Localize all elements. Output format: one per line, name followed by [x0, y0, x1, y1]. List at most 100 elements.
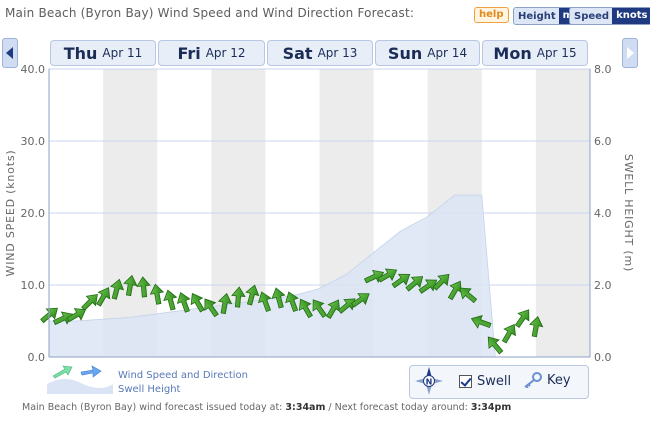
wind-arrow-shape — [377, 268, 398, 283]
wind-arrow-shape — [245, 284, 260, 306]
chart-title: Main Beach (Byron Bay) Wind Speed and Wi… — [5, 6, 414, 20]
wind-arrow-shape — [271, 287, 286, 309]
wind-arrow-shape — [217, 292, 233, 315]
wind-arrow-shape — [405, 276, 424, 292]
wind-arrow-shape — [123, 274, 138, 297]
wind-chart: 0.0 10.0 20.0 30.0 40.0 0.0 2.0 4.0 6.0 8.0 WIND S… — [4, 63, 635, 364]
chevron-right-icon — [627, 47, 634, 59]
tab-day: Thu — [63, 43, 98, 63]
wind-arrow-shape — [470, 315, 492, 329]
wind-arrow — [136, 276, 151, 298]
swell-toggle-label: Swell — [477, 374, 512, 389]
wind-arrow-shape — [447, 280, 462, 301]
tab-date: Apr 14 — [427, 46, 468, 60]
y-tick-label: 20.0 — [21, 207, 46, 220]
tab-sat[interactable]: Sat Apr 13 — [267, 40, 373, 66]
legend-icons — [47, 365, 113, 394]
wind-arrow — [405, 276, 424, 292]
wind-arrow — [377, 268, 398, 283]
wind-arrow — [81, 294, 98, 311]
title-text: Main Beach (Byron Bay) Wind Speed and Wi… — [5, 6, 415, 20]
wind-arrow — [298, 298, 313, 319]
tab-day: Sat — [282, 43, 313, 63]
y2-tick-label: 4.0 — [594, 207, 612, 220]
y2-tick-label: 0.0 — [594, 351, 612, 364]
help-button[interactable]: help — [474, 7, 509, 23]
wind-arrow — [312, 299, 328, 318]
wind-arrow-shape — [163, 289, 178, 311]
axes: 0.0 10.0 20.0 30.0 40.0 0.0 2.0 4.0 6.0 8.0 WIND S… — [4, 63, 635, 364]
compass-letter: N — [426, 378, 433, 387]
wind-arrow-shape — [81, 294, 98, 311]
wind-arrow — [459, 287, 478, 304]
wind-arrow-shape — [326, 299, 341, 319]
speed-unit-toggle[interactable]: Speed knots — [569, 7, 650, 25]
tab-day: Sun — [387, 43, 423, 63]
wind-arrow — [245, 284, 260, 306]
wind-arrow — [163, 289, 178, 311]
y-tick-label: 30.0 — [21, 135, 46, 148]
key-button[interactable]: Key — [523, 372, 571, 388]
tab-day: Fri — [177, 43, 201, 63]
wind-arrow-shape — [298, 298, 313, 319]
wind-arrow — [123, 274, 138, 297]
footer-middle: / Next forecast today around: — [328, 402, 468, 413]
wind-arrow-shape — [529, 315, 544, 338]
y2-tick-label: 8.0 — [594, 63, 612, 76]
swell-toggle[interactable]: Swell — [459, 374, 511, 389]
wind-legend-icon-dark — [80, 365, 102, 378]
wind-arrow — [514, 309, 530, 328]
y2-tick-label: 6.0 — [594, 135, 612, 148]
wind-arrow-shape — [432, 273, 450, 291]
tab-mon[interactable]: Mon Apr 15 — [482, 40, 588, 66]
wind-arrow — [391, 273, 411, 289]
wind-arrow-shape — [391, 273, 411, 289]
height-unit-label: Height — [518, 10, 556, 22]
swell-checkbox[interactable] — [459, 375, 472, 388]
wind-arrow — [432, 273, 450, 291]
wind-arrow-shape — [285, 291, 299, 313]
wind-arrows — [40, 268, 544, 355]
wind-arrow-shape — [231, 286, 246, 308]
y2-tick-label: 2.0 — [594, 279, 612, 292]
tab-date: Apr 13 — [317, 46, 358, 60]
key-icon — [524, 372, 542, 388]
speed-unit-label: Speed — [574, 10, 610, 22]
y-tick-label: 0.0 — [28, 351, 46, 364]
wind-arrow-shape — [350, 293, 370, 308]
wind-arrow-shape — [204, 298, 219, 318]
wind-arrow — [350, 293, 370, 308]
tab-sun[interactable]: Sun Apr 14 — [375, 40, 480, 66]
y-tick-label: 10.0 — [21, 279, 46, 292]
wind-arrow-shape — [514, 309, 530, 328]
wind-arrow-shape — [96, 287, 111, 307]
wind-arrow — [176, 292, 191, 313]
wind-arrow-shape — [501, 323, 516, 344]
y-tick-label: 40.0 — [21, 63, 46, 76]
key-label: Key — [547, 372, 571, 388]
wind-arrow — [529, 315, 544, 338]
next-arrow-button[interactable] — [622, 38, 638, 68]
tab-fri[interactable]: Fri Apr 12 — [158, 40, 265, 66]
chevron-left-icon — [6, 47, 13, 59]
wind-arrow — [258, 291, 272, 313]
wind-arrow-shape — [258, 291, 272, 313]
wind-arrow — [109, 278, 125, 300]
tab-date: Apr 12 — [205, 46, 246, 60]
wind-arrow — [190, 292, 205, 313]
wind-arrow-shape — [459, 287, 478, 304]
compass-icon[interactable]: N — [414, 366, 444, 396]
wind-arrow — [501, 323, 516, 344]
footer-prefix: Main Beach (Byron Bay) wind forecast iss… — [22, 402, 283, 413]
forecast-footer: Main Beach (Byron Bay) wind forecast iss… — [22, 402, 511, 413]
wind-arrow-shape — [190, 292, 205, 313]
wind-arrow-shape — [66, 308, 87, 323]
y-axis-title: WIND SPEED (knots) — [4, 150, 17, 277]
wind-legend-icon-light — [52, 365, 73, 379]
wind-arrow — [447, 280, 462, 301]
wind-arrow — [96, 287, 111, 307]
wind-arrow — [487, 336, 504, 355]
tab-date: Apr 11 — [102, 46, 143, 60]
tab-thu[interactable]: Thu Apr 11 — [50, 40, 156, 66]
previous-arrow-button[interactable] — [2, 38, 18, 68]
